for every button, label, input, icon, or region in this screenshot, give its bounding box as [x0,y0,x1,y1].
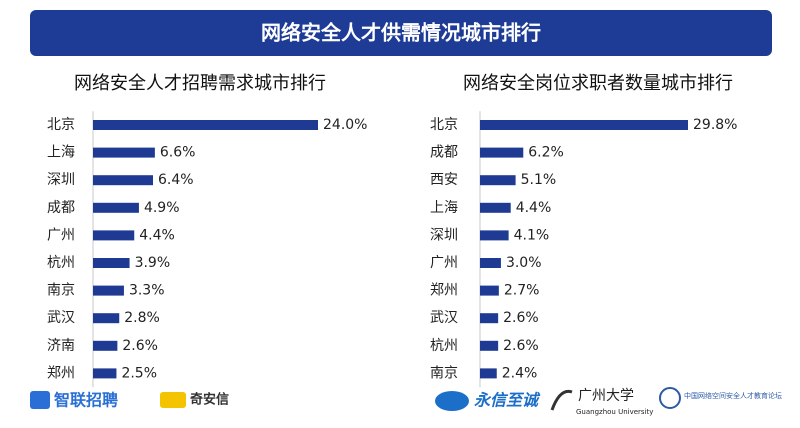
value-label: 5.1% [521,172,557,188]
bar [93,202,139,213]
value-label: 2.6% [503,310,539,326]
bar [480,340,499,351]
bar [93,368,117,379]
logo-icon [435,391,469,411]
category-label: 郑州 [430,283,458,299]
category-label: 北京 [47,117,75,133]
category-label: 成都 [430,145,458,161]
value-label: 29.8% [693,117,737,133]
category-label: 郑州 [47,365,75,381]
logo-icon [550,389,573,411]
value-label: 6.4% [158,172,194,188]
category-label: 北京 [430,117,458,133]
value-label: 4.4% [516,200,552,216]
value-label: 6.2% [528,145,564,161]
category-label: 武汉 [430,310,458,326]
category-label: 广州 [47,227,75,243]
category-label: 上海 [430,200,458,216]
bar [93,258,130,268]
logo-text: 中国网络空间安全人才教育论坛 [684,391,782,400]
bar [480,120,688,130]
category-label: 广州 [430,255,458,271]
category-label: 上海 [47,145,75,161]
banner-title: 网络安全人才供需情况城市排行 [261,21,541,45]
bar [480,230,509,241]
value-label: 2.5% [121,365,157,381]
logo-yongxin: 永信至诚 [435,391,541,411]
category-label: 杭州 [430,338,458,354]
bar [480,147,524,158]
bar [93,175,153,186]
bar [93,313,120,324]
bar [93,120,318,130]
logo-text: 智联招聘 [54,391,118,410]
logo-text: 永信至诚 [474,391,541,410]
bar [480,258,501,268]
category-label: 杭州 [47,255,75,271]
value-label: 4.4% [139,227,175,243]
logo-icon [659,387,681,409]
category-label: 深圳 [47,172,75,188]
category-label: 西安 [430,172,458,188]
category-label: 武汉 [47,310,75,326]
logo-subtext: Guangzhou University [576,408,653,416]
bar [93,147,155,158]
category-label: 济南 [47,338,75,354]
category-label: 深圳 [430,227,458,243]
value-label: 2.8% [124,310,160,326]
logo-alliance: 中国网络空间安全人才教育论坛 [659,387,782,409]
value-label: 24.0% [323,117,367,133]
value-label: 2.4% [502,365,538,381]
logo-icon [160,392,186,408]
category-label: 成都 [47,200,75,216]
value-label: 3.3% [129,283,165,299]
value-label: 3.0% [506,255,542,271]
chart-title: 网络安全岗位求职者数量城市排行 [463,73,733,94]
logo-icon [30,391,50,409]
bar [480,175,516,186]
banner [30,10,772,56]
value-label: 2.6% [122,338,158,354]
logo-text: 广州大学 [578,388,634,404]
category-label: 南京 [430,365,458,381]
bar [480,202,511,213]
bar [480,368,497,379]
value-label: 2.7% [504,283,540,299]
category-label: 南京 [47,283,75,299]
value-label: 2.6% [503,338,539,354]
logo-text: 奇安信 [190,392,229,408]
value-label: 4.9% [144,200,180,216]
chart-title: 网络安全人才招聘需求城市排行 [74,73,326,94]
value-label: 6.6% [160,145,196,161]
logo-zhaopin: 智联招聘 [30,391,118,410]
bar [480,285,499,296]
bar [93,230,135,241]
bar [93,285,124,296]
logo-gzhu: 广州大学 Guangzhou University [550,388,653,416]
bar [93,340,118,351]
bar [480,313,499,324]
logo-qianxin: 奇安信 [160,392,229,408]
value-label: 4.1% [514,227,550,243]
value-label: 3.9% [135,255,171,271]
